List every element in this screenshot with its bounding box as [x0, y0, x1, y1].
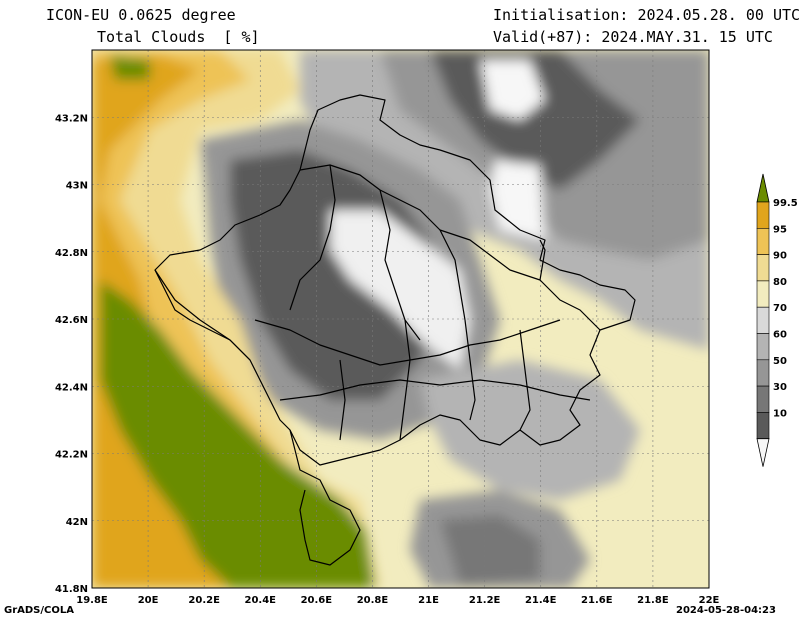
longitude-label: 20.2E — [188, 595, 220, 606]
colorbar-label: 99.5 — [773, 198, 798, 209]
init-time: Initialisation: 2024.05.28. 00 UTC — [493, 6, 800, 24]
colorbar-label: 70 — [773, 303, 787, 314]
colorbar-min-triangle — [756, 438, 770, 467]
colorbar-segment — [756, 412, 770, 439]
longitude-label: 20.4E — [245, 595, 277, 606]
colorbar-segment — [756, 359, 770, 387]
colorbar-label: 80 — [773, 277, 787, 288]
latitude-label: 43.2N — [55, 113, 88, 124]
colorbar-label: 50 — [773, 356, 787, 367]
valid-time: Valid(+87): 2024.MAY.31. 15 UTC — [493, 28, 773, 46]
colorbar-segment — [756, 385, 770, 413]
latitude-label: 42.8N — [55, 248, 88, 259]
colorbar-segment — [756, 201, 770, 229]
longitude-label: 20.8E — [357, 595, 389, 606]
colorbar-label: 30 — [773, 382, 787, 393]
colorbar-segment — [756, 280, 770, 308]
colorbar-label: 10 — [773, 408, 787, 419]
credit-label: GrADS/COLA — [4, 605, 74, 616]
model-title: ICON-EU 0.0625 degree — [46, 6, 236, 24]
longitude-label: 21.6E — [581, 595, 613, 606]
latitude-label: 42.4N — [55, 382, 88, 393]
map-frame — [91, 49, 710, 589]
longitude-label: 20E — [138, 595, 159, 606]
longitude-label: 19.8E — [76, 595, 108, 606]
colorbar-segment — [756, 228, 770, 255]
timestamp-label: 2024-05-28-04:23 — [676, 605, 776, 616]
colorbar-label: 60 — [773, 330, 787, 341]
colorbar-segment — [756, 306, 770, 334]
longitude-label: 21.2E — [469, 595, 501, 606]
colorbar-segment — [756, 254, 770, 282]
latitude-label: 42.6N — [55, 315, 88, 326]
longitude-label: 21.8E — [637, 595, 669, 606]
colorbar-segment — [756, 333, 770, 361]
longitude-label: 21.4E — [525, 595, 557, 606]
admin-borders — [154, 94, 636, 566]
latitude-label: 42.2N — [55, 450, 88, 461]
latitude-label: 42N — [66, 517, 88, 528]
variable-title: Total Clouds [ %] — [97, 28, 260, 46]
latitude-label: 41.8N — [55, 584, 88, 595]
longitude-label: 20.6E — [301, 595, 333, 606]
colorbar: 99.5 95 90 80 70 60 50 30 10 — [756, 173, 798, 467]
longitude-label: 21E — [418, 595, 439, 606]
longitude-label: 22E — [699, 595, 720, 606]
colorbar-label: 90 — [773, 251, 787, 262]
latitude-label: 43N — [66, 181, 88, 192]
cloud-field — [92, 50, 709, 588]
latitude-labels: 41.8N 42N 42.2N 42.4N 42.6N 42.8N 43N 43.2N — [55, 113, 88, 595]
colorbar-label: 95 — [773, 224, 787, 235]
colorbar-max-triangle — [756, 173, 770, 203]
longitude-labels: 19.8E 20E 20.2E 20.4E 20.6E 20.8E 21E 21.2E 21.4… — [76, 595, 719, 606]
